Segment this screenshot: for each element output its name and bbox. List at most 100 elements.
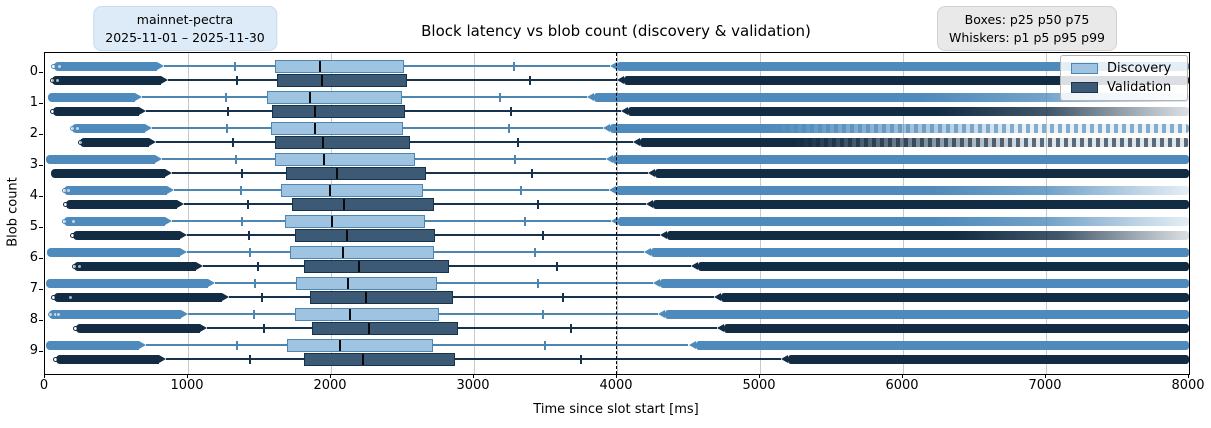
flier-strip-right-discovery-blob-3 — [612, 154, 1189, 164]
flier-strip-right-tip-validation-blob-2 — [632, 137, 640, 146]
flier-strip-left-tip-discovery-blob-0 — [156, 61, 164, 70]
y-tick-mark-4 — [39, 195, 43, 197]
outlier-dot-validation-blob-7 — [68, 294, 74, 300]
x-tick-label: 5000 — [742, 378, 776, 393]
flier-strip-left-tip-validation-blob-2 — [148, 137, 156, 146]
x-tick-mark-0 — [43, 374, 45, 378]
flier-strip-right-discovery-blob-0 — [616, 61, 1189, 71]
x-tick-label: 8000 — [1171, 378, 1205, 393]
flier-strip-right-discovery-blob-6 — [651, 247, 1189, 257]
flier-strip-left-validation-blob-1 — [52, 106, 139, 116]
gridline-2000 — [330, 53, 332, 374]
flier-strip-left-discovery-blob-4 — [63, 185, 168, 195]
flier-strip-left-validation-blob-0 — [52, 75, 161, 85]
whisker-cap-p95-discovery-blob-9 — [543, 340, 546, 350]
box-validation-blob-5 — [295, 228, 435, 242]
box-discovery-blob-4 — [280, 183, 423, 197]
gridline-7000 — [1045, 53, 1047, 374]
whisker-cap-p95-validation-blob-4 — [536, 199, 539, 209]
flier-strip-left-tip-discovery-blob-9 — [138, 340, 146, 349]
flier-strip-right-tip-validation-blob-4 — [646, 199, 654, 208]
box-discovery-blob-5 — [284, 214, 425, 228]
whisker-cap-p95-discovery-blob-7 — [537, 278, 540, 288]
whisker-cap-p95-validation-blob-2 — [517, 137, 520, 147]
whisker-cap-p95-discovery-blob-1 — [499, 92, 502, 102]
whisker-cap-p95-validation-blob-8 — [569, 323, 572, 333]
outlier-dot-validation-blob-2 — [77, 139, 83, 145]
median-line-discovery-blob-5 — [331, 215, 334, 227]
chart-title: Block latency vs blob count (discovery &… — [421, 22, 811, 40]
stats-badge-line2: Whiskers: p1 p5 p95 p99 — [949, 29, 1105, 45]
legend-label-discovery: Discovery — [1107, 60, 1172, 76]
x-tick-label: 7000 — [1028, 378, 1062, 393]
x-axis-label: Time since slot start [ms] — [533, 402, 699, 417]
median-line-validation-blob-4 — [342, 198, 345, 210]
whisker-cap-p5-discovery-blob-8 — [253, 309, 256, 319]
whisker-cap-p5-discovery-blob-5 — [241, 216, 244, 226]
dashed-reference-line — [616, 53, 618, 374]
dataset-badge-line1: mainnet-pectra — [136, 12, 234, 27]
x-tick-mark-5000 — [758, 374, 760, 378]
flier-strip-left-tip-validation-blob-6 — [196, 261, 203, 270]
y-tick-label: 2 — [29, 125, 38, 141]
x-tick-label: 2000 — [313, 378, 347, 393]
y-tick-mark-7 — [39, 288, 43, 290]
x-tick-mark-8000 — [1187, 374, 1189, 378]
outlier-dot-validation-blob-1 — [50, 108, 56, 114]
whisker-cap-p5-discovery-blob-2 — [226, 123, 229, 133]
median-line-discovery-blob-7 — [347, 277, 350, 289]
flier-strip-left-tip-discovery-blob-4 — [167, 185, 175, 194]
flier-strip-left-tip-validation-blob-9 — [158, 354, 166, 363]
box-validation-blob-1 — [271, 104, 406, 118]
flier-strip-right-tip-validation-blob-9 — [781, 354, 789, 363]
y-tick-mark-1 — [39, 102, 43, 104]
whisker-cap-p95-discovery-blob-8 — [541, 309, 544, 319]
flier-strip-right-discovery-blob-2 — [609, 123, 1189, 133]
whisker-cap-p95-discovery-blob-5 — [524, 216, 527, 226]
whisker-cap-p5-discovery-blob-6 — [249, 247, 252, 257]
outlier-dot-discovery-blob-0 — [51, 63, 57, 69]
outlier-dot-discovery-blob-5 — [71, 218, 77, 224]
whisker-cap-p95-validation-blob-9 — [579, 354, 582, 364]
outlier-dot-validation-blob-5 — [70, 232, 76, 238]
flier-strip-right-tip-discovery-blob-3 — [605, 154, 613, 163]
y-tick-mark-6 — [39, 257, 43, 259]
outlier-dot-validation-blob-7 — [51, 294, 57, 300]
flier-strip-left-tip-discovery-blob-1 — [134, 92, 142, 101]
y-tick-label: 7 — [29, 280, 38, 296]
flier-strip-right-validation-blob-0 — [624, 75, 1189, 85]
flier-strip-left-discovery-blob-1 — [47, 92, 135, 102]
x-tick-label: 1000 — [170, 378, 204, 393]
whisker-cap-p5-validation-blob-8 — [262, 323, 265, 333]
box-validation-blob-6 — [303, 259, 449, 273]
box-validation-blob-8 — [311, 321, 459, 335]
median-line-discovery-blob-3 — [322, 153, 325, 165]
flier-strip-left-tip-validation-blob-5 — [179, 230, 187, 239]
whisker-cap-p95-validation-blob-5 — [541, 230, 544, 240]
y-tick-mark-5 — [39, 226, 43, 228]
outlier-dot-discovery-blob-2 — [70, 125, 76, 131]
flier-strip-right-tip-validation-blob-5 — [659, 230, 667, 239]
flier-strip-right-tip-discovery-blob-5 — [611, 216, 619, 225]
outlier-dot-validation-blob-8 — [73, 325, 79, 331]
flier-strip-left-discovery-blob-2 — [72, 123, 146, 133]
flier-strip-left-validation-blob-2 — [80, 137, 149, 147]
median-line-discovery-blob-9 — [338, 339, 341, 351]
y-tick-mark-2 — [39, 133, 43, 135]
outlier-dot-discovery-blob-8 — [47, 311, 53, 317]
flier-strip-right-discovery-blob-8 — [665, 309, 1189, 319]
flier-strip-left-discovery-blob-7 — [46, 278, 209, 288]
dataset-badge-line2: 2025-11-01 – 2025-11-30 — [105, 29, 265, 45]
flier-strip-right-validation-blob-6 — [698, 261, 1189, 271]
y-tick-mark-0 — [39, 71, 43, 73]
y-tick-label: 3 — [29, 156, 38, 172]
whisker-cap-p5-validation-blob-9 — [249, 354, 252, 364]
flier-strip-right-tip-validation-blob-6 — [691, 261, 699, 270]
flier-strip-left-tip-discovery-blob-5 — [165, 216, 173, 225]
median-line-discovery-blob-0 — [319, 60, 322, 72]
flier-strip-left-validation-blob-5 — [72, 230, 180, 240]
median-line-discovery-blob-6 — [342, 246, 345, 258]
whisker-cap-p95-validation-blob-1 — [510, 106, 513, 116]
box-validation-blob-7 — [309, 290, 454, 304]
whisker-cap-p5-validation-blob-6 — [257, 261, 260, 271]
